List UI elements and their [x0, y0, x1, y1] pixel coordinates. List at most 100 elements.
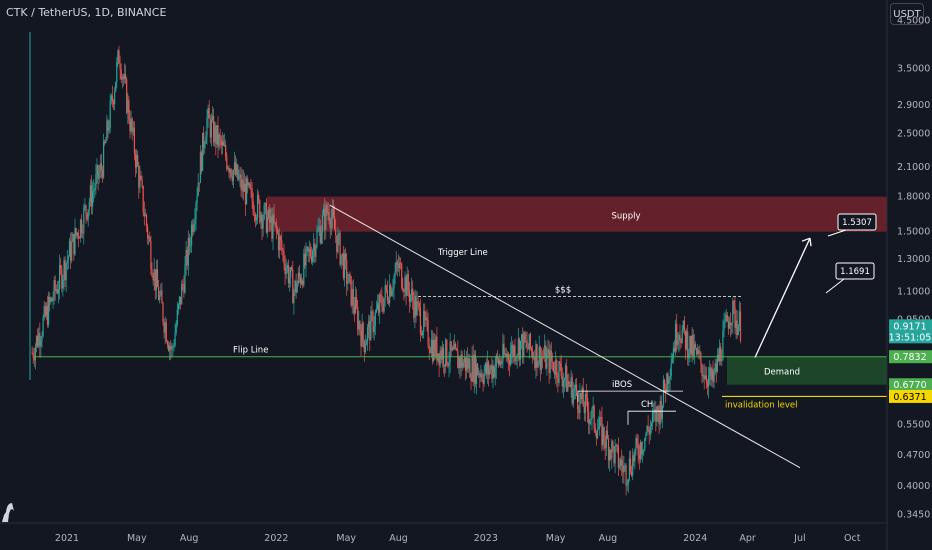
candle-body [191, 224, 193, 246]
demand-label: Demand [764, 368, 800, 378]
candle-body [217, 125, 219, 147]
candle-body [229, 169, 231, 173]
candle-body [364, 345, 366, 353]
candle-body [369, 320, 371, 341]
candle-body [592, 405, 594, 409]
candle-body [679, 334, 681, 341]
candle-body [576, 384, 578, 396]
candle-body [75, 228, 77, 236]
candle-body [95, 174, 97, 189]
candle-body [687, 331, 689, 359]
x-tick-label: 2022 [264, 533, 288, 544]
candle-body [739, 311, 742, 342]
candle-body [534, 357, 536, 368]
price-tag-label: 0.9171 [893, 321, 926, 332]
candle-body [63, 260, 65, 280]
candle-body [523, 332, 525, 357]
candle-body [589, 420, 591, 424]
candle-body [511, 344, 513, 354]
candle-body [159, 294, 161, 300]
candle-body [210, 120, 212, 138]
candle-body [728, 322, 731, 329]
currency-button[interactable]: USDT [890, 3, 924, 25]
candle-body [130, 118, 132, 132]
candle-body [524, 332, 526, 342]
y-tick-label: 1.3000 [897, 254, 930, 265]
candle-body [708, 375, 710, 387]
candle-body [371, 311, 373, 313]
candle-body [395, 261, 397, 272]
candle-body [237, 164, 239, 180]
candle-body [108, 128, 110, 131]
candle-body [106, 120, 108, 141]
candle-body [297, 272, 299, 284]
candle-body [295, 280, 297, 293]
candle-body [503, 343, 505, 355]
target-2-box [837, 213, 877, 231]
candle-body [131, 118, 133, 132]
candle-body [390, 285, 392, 296]
candle-body [690, 335, 692, 355]
candle-body [129, 120, 131, 132]
candle-body [325, 204, 327, 230]
candle-body [160, 290, 162, 295]
candle-body [261, 214, 263, 229]
candle-body [408, 290, 410, 302]
candle-body [74, 228, 76, 255]
candle-body [617, 445, 619, 468]
candle-body [430, 339, 432, 353]
candle-body [710, 367, 712, 380]
candle-body [661, 405, 663, 420]
candle-body [500, 360, 502, 365]
candle-body [303, 253, 305, 286]
candle-body [587, 397, 589, 412]
candle-body [653, 412, 655, 414]
chart-title: CTK / TetherUS, 1D, BINANCE [6, 6, 167, 19]
candle-body [724, 320, 726, 323]
candle-body [502, 343, 504, 363]
candle-body [376, 303, 379, 309]
candle-body [736, 320, 738, 336]
candle-body [538, 346, 540, 362]
candle-body [579, 392, 581, 413]
price-tag [889, 319, 932, 344]
candle-body [677, 340, 679, 345]
candle-body [216, 125, 218, 145]
candle-body [526, 340, 528, 348]
ibos-label: iBOS [612, 380, 632, 390]
candle-body [246, 178, 248, 205]
candle-body [343, 253, 346, 279]
candle-body [228, 167, 230, 173]
candle-body [141, 179, 143, 186]
candle-body [218, 134, 220, 147]
candle-body [125, 73, 127, 80]
candle-body [268, 208, 270, 218]
candle-body [456, 348, 458, 351]
candle-body [263, 204, 265, 219]
candle-body [149, 237, 151, 242]
candle-body [65, 263, 67, 281]
candle-body [625, 465, 627, 486]
candle-body [665, 389, 667, 392]
candle-body [433, 339, 435, 361]
candle-body [126, 79, 128, 113]
candle-body [120, 69, 122, 80]
candle-body [578, 409, 580, 413]
candle-body [671, 358, 673, 364]
tradingview-logo-icon[interactable] [2, 503, 14, 522]
candle-body [429, 350, 431, 353]
candle-body [44, 305, 46, 316]
flip-line-label: Flip Line [233, 346, 268, 356]
candle-body [118, 50, 120, 64]
candle-body [720, 346, 722, 362]
candle-body [163, 321, 165, 333]
candle-body [582, 387, 584, 407]
candle-body [112, 100, 115, 105]
candle-body [550, 350, 552, 362]
candle-body [174, 332, 176, 347]
candle-body [277, 232, 280, 251]
candle-body [680, 340, 682, 343]
candle-body [725, 314, 727, 321]
candle-body [211, 116, 214, 121]
